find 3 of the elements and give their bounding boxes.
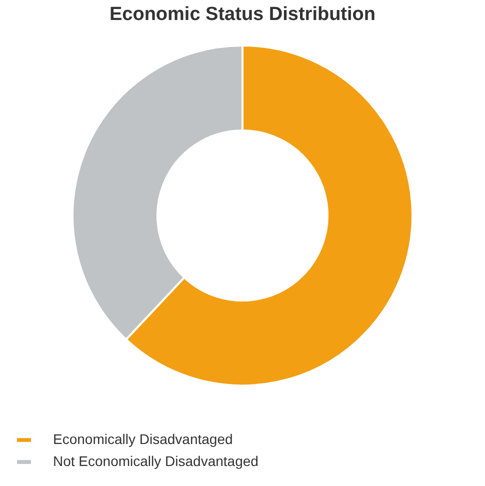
chart-title: Economic Status Distribution bbox=[109, 4, 376, 25]
legend-label: Economically Disadvantaged bbox=[53, 431, 233, 447]
legend-label: Not Economically Disadvantaged bbox=[53, 453, 258, 469]
